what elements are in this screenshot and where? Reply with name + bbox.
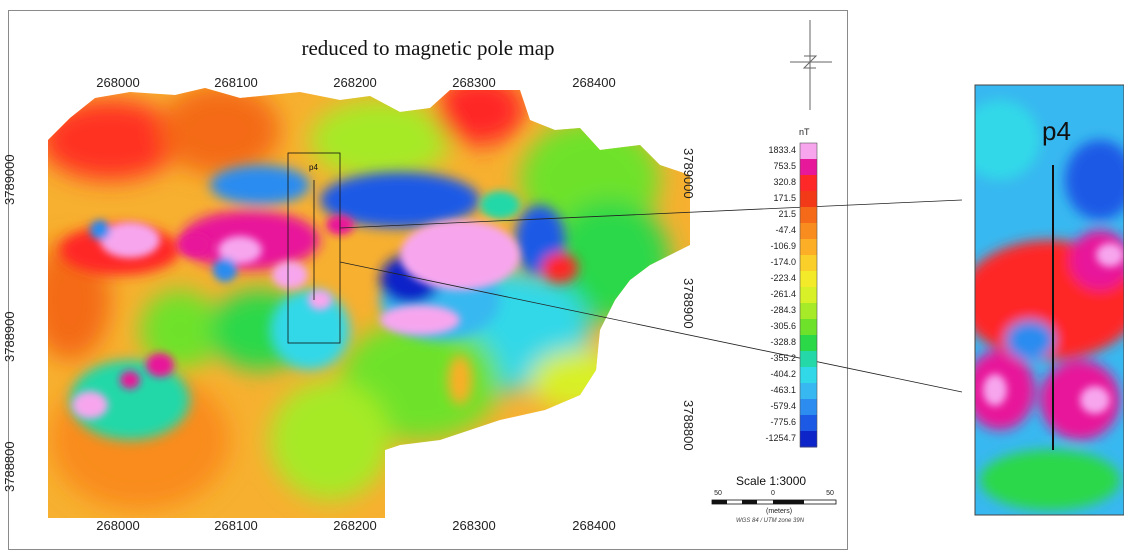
legend-swatch (800, 383, 817, 400)
scale-bar (711, 499, 837, 505)
legend-level-label: -47.4 (775, 225, 796, 235)
legend-swatch (800, 335, 817, 352)
legend-swatch (800, 431, 817, 448)
legend-level-label: 21.5 (778, 209, 796, 219)
x-tick-bottom: 268200 (333, 518, 377, 533)
legend-level-label: -463.1 (770, 385, 796, 395)
legend-swatch (800, 207, 817, 224)
x-tick-top: 268200 (333, 75, 377, 90)
y-tick-right: 3789000 (681, 148, 696, 199)
legend-level-label: 1833.4 (768, 145, 796, 155)
legend-swatch (800, 351, 817, 368)
legend-swatch (800, 319, 817, 336)
legend-level-label: -174.0 (770, 257, 796, 267)
y-tick-left: 3788900 (2, 311, 17, 362)
legend-colorbar (799, 142, 818, 448)
legend-swatch (800, 143, 817, 160)
legend-level-label: -284.3 (770, 305, 796, 315)
legend-swatch (800, 239, 817, 256)
legend-swatch (800, 159, 817, 176)
north-arrow-icon (790, 20, 832, 110)
y-tick-right: 3788900 (681, 278, 696, 329)
x-tick-top: 268000 (96, 75, 140, 90)
y-tick-right: 3788800 (681, 400, 696, 451)
legend-level-label: -775.6 (770, 417, 796, 427)
legend-level-label: -106.9 (770, 241, 796, 251)
legend-level-label: -1254.7 (765, 433, 796, 443)
legend-level-label: 171.5 (773, 193, 796, 203)
legend-swatch (800, 367, 817, 384)
p4-profile-box (287, 152, 341, 344)
legend-swatch (800, 415, 817, 432)
x-tick-top: 268300 (452, 75, 496, 90)
legend-swatch (800, 191, 817, 208)
x-tick-top: 268400 (572, 75, 616, 90)
legend-level-label: -404.2 (770, 369, 796, 379)
inset-connector-bottom (339, 261, 963, 393)
x-tick-bottom: 268100 (214, 518, 258, 533)
legend-level-label: 753.5 (773, 161, 796, 171)
scale-tick: 50 (826, 490, 834, 497)
x-tick-top: 268100 (214, 75, 258, 90)
legend-level-label: -355.2 (770, 353, 796, 363)
legend-level-label: -328.8 (770, 337, 796, 347)
legend-swatch (800, 399, 817, 416)
scale-tick: 50 (714, 490, 722, 497)
x-tick-bottom: 268400 (572, 518, 616, 533)
legend-swatch (800, 175, 817, 192)
scale-title: Scale 1:3000 (736, 474, 807, 488)
p4-label: p4 (309, 163, 318, 172)
legend-swatch (800, 255, 817, 272)
legend-level-label: 320.8 (773, 177, 796, 187)
legend-swatch (800, 223, 817, 240)
inset-p4-label: p4 (1042, 116, 1071, 146)
legend-swatch (800, 303, 817, 320)
legend-frame (799, 142, 818, 448)
y-tick-left: 3789000 (2, 154, 17, 205)
scale-projection: WGS 84 / UTM zone 39N (736, 518, 805, 524)
legend-swatch (800, 271, 817, 288)
inset-frame (974, 84, 1124, 516)
legend-level-label: -305.6 (770, 321, 796, 331)
legend-level-label: -223.4 (770, 273, 796, 283)
legend-unit: nT (799, 127, 810, 137)
rtp-anomaly-grid (48, 88, 690, 518)
x-tick-bottom: 268300 (452, 518, 496, 533)
inset-connector-top (339, 199, 963, 229)
legend-swatch (800, 287, 817, 304)
scale-units: (meters) (766, 508, 793, 515)
inset-zoom-map (975, 85, 1124, 515)
legend-level-label: -261.4 (770, 289, 796, 299)
x-tick-bottom: 268000 (96, 518, 140, 533)
map-title: reduced to magnetic pole map (301, 36, 555, 60)
y-tick-left: 3788800 (2, 441, 17, 492)
scale-tick: 0 (771, 490, 775, 497)
legend-level-label: -579.4 (770, 401, 796, 411)
